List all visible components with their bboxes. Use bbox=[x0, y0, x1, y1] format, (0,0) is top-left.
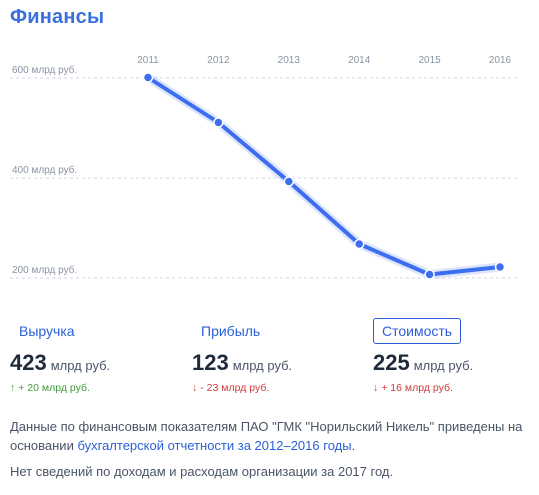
metric-value: Стоимость 225 млрд руб. ↓ + 16 млрд руб. bbox=[373, 318, 539, 394]
x-tick-label: 2016 bbox=[489, 55, 512, 66]
reporting-link[interactable]: бухгалтерской отчетности за 2012–2016 го… bbox=[77, 438, 352, 453]
revenue-unit: млрд руб. bbox=[50, 358, 111, 373]
profit-delta: ↓ - 23 млрд руб. bbox=[192, 382, 362, 394]
arrow-down-icon: ↓ bbox=[373, 382, 379, 394]
tab-value[interactable]: Стоимость bbox=[373, 318, 462, 344]
source-note-text: Данные по финансовым показателям ПАО "ГМ… bbox=[10, 419, 523, 453]
page-title: Финансы bbox=[10, 6, 105, 28]
data-point bbox=[353, 238, 365, 250]
revenue-value: 423 bbox=[10, 350, 47, 375]
x-tick-label: 2013 bbox=[278, 55, 301, 66]
data-point bbox=[283, 176, 295, 187]
data-point bbox=[494, 261, 506, 273]
metric-profit: Прибыль 123 млрд руб. ↓ - 23 млрд руб. bbox=[192, 318, 362, 394]
series-line-shadow bbox=[143, 73, 505, 279]
profit-delta-text: - 23 млрд руб. bbox=[200, 382, 270, 394]
y-tick-label: 600 млрд руб. bbox=[12, 64, 77, 76]
data-point bbox=[424, 269, 435, 280]
revenue-delta: ↑ + 20 млрд руб. bbox=[10, 382, 180, 394]
metrics-panel: Выручка 423 млрд руб. ↑ + 20 млрд руб. При… bbox=[0, 318, 539, 408]
cost-delta: ↓ + 16 млрд руб. bbox=[373, 382, 539, 394]
x-tick-label: 2012 bbox=[207, 55, 230, 66]
revenue-delta-text: + 20 млрд руб. bbox=[18, 382, 90, 394]
source-note: Данные по финансовым показателям ПАО "ГМ… bbox=[10, 417, 530, 455]
tab-profit[interactable]: Прибыль bbox=[201, 323, 261, 339]
y-tick-label: 400 млрд руб. bbox=[12, 164, 77, 176]
profit-value: 123 bbox=[192, 350, 229, 375]
y-tick-label: 200 млрд руб. bbox=[12, 264, 77, 276]
tab-revenue[interactable]: Выручка bbox=[19, 323, 75, 339]
cost-delta-text: + 16 млрд руб. bbox=[381, 382, 453, 394]
x-tick-label: 2014 bbox=[348, 55, 371, 66]
data-point bbox=[213, 117, 224, 128]
arrow-up-icon: ↑ bbox=[10, 382, 16, 394]
x-tick-label: 2011 bbox=[137, 55, 159, 66]
source-note-end: . bbox=[351, 438, 356, 453]
finance-line-chart: 600 млрд руб. 400 млрд руб. 200 млрд руб. 2… bbox=[10, 55, 520, 280]
arrow-down-icon: ↓ bbox=[192, 382, 198, 394]
cost-value: 225 bbox=[373, 350, 410, 375]
missing-data-note: Нет сведений по доходам и расходам орган… bbox=[10, 464, 394, 479]
series-line bbox=[146, 75, 502, 277]
metric-revenue: Выручка 423 млрд руб. ↑ + 20 млрд руб. bbox=[10, 318, 180, 394]
profit-unit: млрд руб. bbox=[232, 358, 293, 373]
data-point bbox=[142, 72, 154, 83]
x-tick-label: 2015 bbox=[418, 55, 441, 66]
cost-unit: млрд руб. bbox=[413, 358, 474, 373]
